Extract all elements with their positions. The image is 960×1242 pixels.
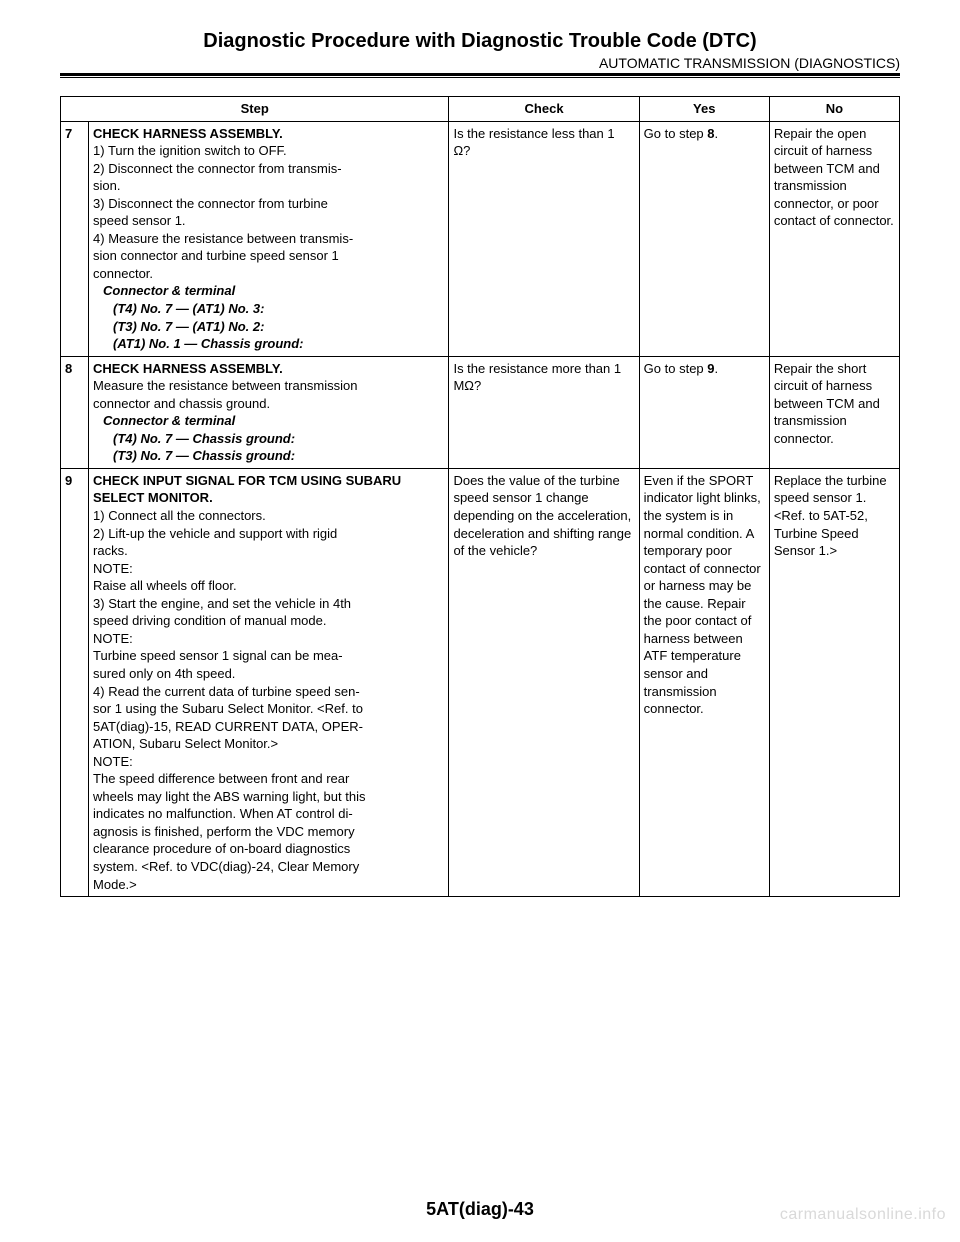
step-line: 2) Disconnect the connector from transmi… [93,160,444,178]
check-cell: Is the resistance less than 1 Ω? [449,121,639,356]
step-line: (T4) No. 7 — (AT1) No. 3: [93,300,444,318]
table-header-row: Step Check Yes No [61,97,900,122]
yes-cell: Even if the SPORT indicator light blinks… [639,468,769,896]
step-number: 8 [61,356,89,468]
step-line: agnosis is finished, perform the VDC mem… [93,823,444,841]
check-cell: Does the value of the turbine speed sens… [449,468,639,896]
step-line: (T3) No. 7 — (AT1) No. 2: [93,318,444,336]
step-number: 9 [61,468,89,896]
step-line: sion connector and turbine speed sensor … [93,247,444,265]
step-cell: CHECK HARNESS ASSEMBLY.Measure the resis… [89,356,449,468]
step-line: speed sensor 1. [93,212,444,230]
step-line: 1) Connect all the connectors. [93,507,444,525]
step-title: CHECK HARNESS ASSEMBLY. [93,360,444,378]
table-row: 9CHECK INPUT SIGNAL FOR TCM USING SUBARU… [61,468,900,896]
step-line: NOTE: [93,630,444,648]
col-header-yes: Yes [639,97,769,122]
step-line: (T4) No. 7 — Chassis ground: [93,430,444,448]
step-title: CHECK INPUT SIGNAL FOR TCM USING SUBARU … [93,472,444,507]
step-line: clearance procedure of on-board diagnost… [93,840,444,858]
step-line: wheels may light the ABS warning light, … [93,788,444,806]
no-cell: Repair the open circuit of harness betwe… [769,121,899,356]
col-header-check: Check [449,97,639,122]
step-line: (T3) No. 7 — Chassis ground: [93,447,444,465]
yes-cell: Go to step 9. [639,356,769,468]
step-line: Raise all wheels off floor. [93,577,444,595]
col-header-step: Step [61,97,449,122]
step-line: 1) Turn the ignition switch to OFF. [93,142,444,160]
step-line: connector and chassis ground. [93,395,444,413]
step-line: Mode.> [93,876,444,894]
step-line: sured only on 4th speed. [93,665,444,683]
step-line: 4) Measure the resistance between transm… [93,230,444,248]
step-line: sor 1 using the Subaru Select Monitor. <… [93,700,444,718]
yes-post: . [715,126,719,141]
no-cell: Repair the short circuit of harness betw… [769,356,899,468]
table-row: 8CHECK HARNESS ASSEMBLY.Measure the resi… [61,356,900,468]
no-cell: Replace the turbine speed sensor 1. <Ref… [769,468,899,896]
page-subtitle: AUTOMATIC TRANSMISSION (DIAGNOSTICS) [60,55,900,71]
step-line: Connector & terminal [93,412,444,430]
yes-pre: Go to step [644,126,708,141]
yes-post: . [715,361,719,376]
step-line: Measure the resistance between transmiss… [93,377,444,395]
step-line: system. <Ref. to VDC(diag)-24, Clear Mem… [93,858,444,876]
step-line: speed driving condition of manual mode. [93,612,444,630]
rule-thick [60,73,900,76]
step-line: 5AT(diag)-15, READ CURRENT DATA, OPER- [93,718,444,736]
step-line: NOTE: [93,753,444,771]
step-line: racks. [93,542,444,560]
step-cell: CHECK HARNESS ASSEMBLY.1) Turn the ignit… [89,121,449,356]
step-line: The speed difference between front and r… [93,770,444,788]
yes-pre: Go to step [644,361,708,376]
step-line: 4) Read the current data of turbine spee… [93,683,444,701]
page-title: Diagnostic Procedure with Diagnostic Tro… [60,30,900,53]
step-line: 2) Lift-up the vehicle and support with … [93,525,444,543]
diagnostic-table: Step Check Yes No 7CHECK HARNESS ASSEMBL… [60,96,900,897]
step-line: Turbine speed sensor 1 signal can be mea… [93,647,444,665]
yes-stepref: 9 [707,361,714,376]
yes-cell: Go to step 8. [639,121,769,356]
step-line: sion. [93,177,444,195]
step-line: connector. [93,265,444,283]
step-line: 3) Start the engine, and set the vehicle… [93,595,444,613]
step-line: 3) Disconnect the connector from turbine [93,195,444,213]
table-row: 7CHECK HARNESS ASSEMBLY.1) Turn the igni… [61,121,900,356]
step-number: 7 [61,121,89,356]
watermark: carmanualsonline.info [780,1206,946,1224]
col-header-no: No [769,97,899,122]
step-line: (AT1) No. 1 — Chassis ground: [93,335,444,353]
step-title: CHECK HARNESS ASSEMBLY. [93,125,444,143]
rule-thin [60,77,900,78]
step-cell: CHECK INPUT SIGNAL FOR TCM USING SUBARU … [89,468,449,896]
check-cell: Is the resistance more than 1 MΩ? [449,356,639,468]
step-line: indicates no malfunction. When AT contro… [93,805,444,823]
step-line: ATION, Subaru Select Monitor.> [93,735,444,753]
yes-stepref: 8 [707,126,714,141]
step-line: NOTE: [93,560,444,578]
step-line: Connector & terminal [93,282,444,300]
